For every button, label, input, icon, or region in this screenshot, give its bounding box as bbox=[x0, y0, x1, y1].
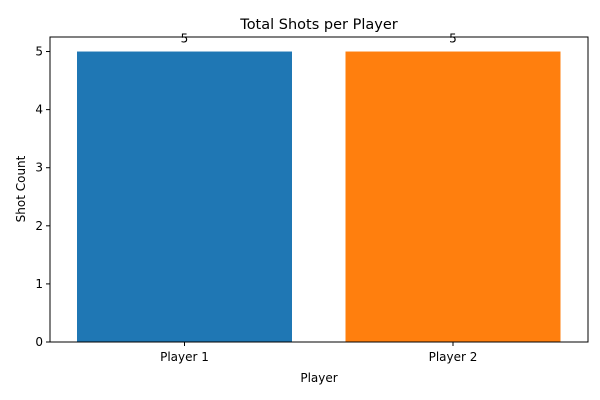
x-axis-label: Player bbox=[300, 371, 337, 385]
bar-player-2 bbox=[345, 51, 561, 343]
chart-title: Total Shots per Player bbox=[239, 17, 397, 33]
bar-data-label: 5 bbox=[181, 32, 189, 46]
y-axis-label: Shot Count bbox=[14, 155, 28, 222]
plot-area: 0 1 2 3 4 5 5 Player 1 5 Player 2 bbox=[35, 32, 561, 364]
y-tick-label: 3 bbox=[35, 161, 43, 175]
y-tick-label: 2 bbox=[35, 219, 43, 233]
x-tick-label: Player 2 bbox=[429, 350, 478, 364]
y-tick-label: 1 bbox=[35, 277, 43, 291]
axes-frame bbox=[49, 36, 589, 343]
y-tick-label: 4 bbox=[35, 103, 43, 117]
bar-data-label: 5 bbox=[449, 32, 457, 46]
y-tick-label: 5 bbox=[35, 45, 43, 59]
x-tick-label: Player 1 bbox=[160, 350, 209, 364]
bar-player-1 bbox=[77, 51, 292, 343]
y-tick-label: 0 bbox=[35, 335, 43, 349]
